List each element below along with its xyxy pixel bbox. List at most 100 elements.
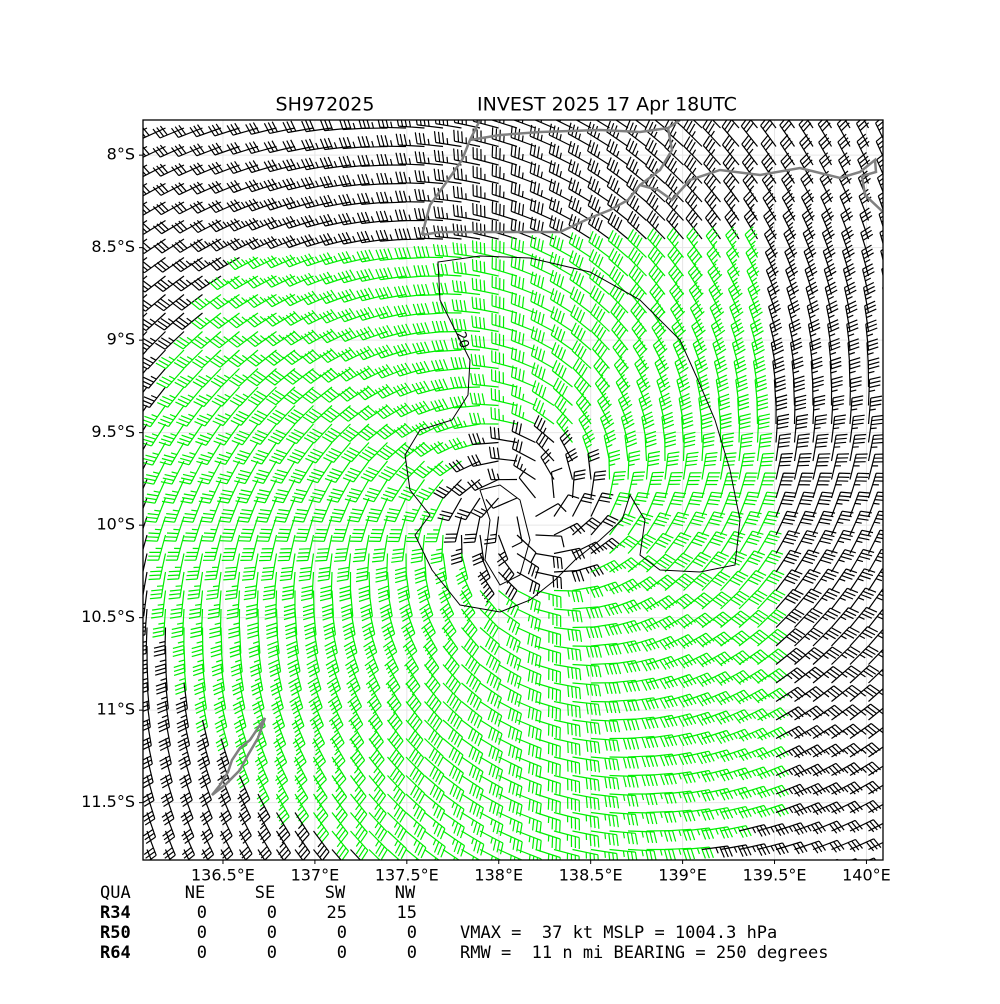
wind-barb bbox=[438, 571, 452, 604]
wind-barb bbox=[590, 756, 620, 771]
wind-barb bbox=[188, 590, 204, 619]
wind-barb bbox=[472, 120, 499, 129]
wind-barb bbox=[452, 185, 481, 203]
wind-barb bbox=[143, 701, 151, 732]
wind-barb bbox=[230, 405, 259, 426]
wind-barb bbox=[553, 663, 582, 681]
wind-barb bbox=[516, 682, 542, 705]
wind-barb bbox=[830, 491, 853, 517]
wind-barb bbox=[820, 189, 834, 221]
wind-barb bbox=[491, 164, 518, 185]
wind-barb bbox=[831, 626, 860, 647]
wind-barb bbox=[154, 645, 167, 676]
wind-barb bbox=[143, 164, 166, 178]
wind-barb bbox=[572, 811, 600, 829]
wind-barb bbox=[143, 349, 166, 370]
wind-barb bbox=[866, 338, 879, 369]
wind-barb bbox=[471, 534, 485, 566]
wind-barb bbox=[290, 479, 315, 504]
wind-barb bbox=[708, 281, 724, 314]
wind-barb bbox=[395, 133, 425, 148]
wind-barb bbox=[516, 811, 542, 834]
wind-barb bbox=[357, 173, 388, 186]
wind-barb bbox=[535, 756, 561, 777]
wind-barb bbox=[282, 273, 314, 287]
wind-barb bbox=[469, 412, 499, 425]
wind-barb bbox=[377, 571, 391, 603]
wind-barb bbox=[339, 120, 370, 131]
wind-barb bbox=[772, 356, 786, 388]
wind-barb bbox=[263, 255, 296, 269]
wind-barb bbox=[831, 607, 859, 628]
wind-barb bbox=[491, 219, 518, 240]
wind-barb bbox=[327, 682, 343, 715]
wind-barb bbox=[223, 553, 241, 581]
wind-barb bbox=[387, 812, 407, 841]
wind-barb bbox=[307, 664, 322, 696]
wind-barb bbox=[220, 516, 241, 542]
wind-barb bbox=[143, 405, 166, 428]
wind-barb bbox=[329, 719, 345, 752]
wind-barb bbox=[143, 719, 152, 751]
wind-barb bbox=[805, 281, 819, 314]
wind-barb bbox=[274, 738, 288, 770]
wind-barb bbox=[738, 649, 770, 665]
wind-barb bbox=[868, 822, 883, 832]
wind-barb bbox=[215, 719, 229, 752]
table-cell: 25 bbox=[327, 903, 347, 923]
wind-barb bbox=[608, 449, 621, 480]
wind-barb bbox=[775, 491, 797, 517]
wind-barb bbox=[471, 315, 499, 333]
x-tick-label: 138.5°E bbox=[559, 866, 623, 885]
wind-barb bbox=[292, 719, 306, 752]
wind-barb bbox=[831, 665, 861, 684]
wind-barb bbox=[368, 849, 381, 860]
wind-barb bbox=[324, 627, 338, 659]
wind-barb bbox=[712, 336, 727, 369]
wind-barb bbox=[491, 350, 518, 370]
wind-barb bbox=[786, 281, 800, 314]
wind-barb bbox=[572, 358, 592, 388]
wind-barb bbox=[516, 700, 542, 723]
wind-barb bbox=[430, 359, 462, 372]
wind-barb bbox=[154, 294, 185, 312]
wind-barb bbox=[868, 784, 883, 795]
table-cell: 0 bbox=[337, 943, 347, 963]
wind-barb bbox=[498, 737, 523, 762]
wind-barb bbox=[245, 141, 277, 154]
wind-barb bbox=[674, 355, 689, 388]
wind-barb bbox=[785, 263, 799, 295]
wind-barb bbox=[535, 737, 561, 758]
wind-barb bbox=[664, 573, 695, 591]
wind-barb bbox=[257, 812, 272, 844]
wind-barb bbox=[683, 808, 715, 821]
wind-barb bbox=[683, 136, 703, 166]
wind-barb bbox=[775, 394, 788, 425]
wind-barb bbox=[405, 719, 424, 750]
wind-barb bbox=[143, 294, 166, 312]
wind-barb bbox=[664, 809, 696, 822]
wind-barb bbox=[405, 664, 421, 696]
wind-barb bbox=[855, 120, 870, 147]
wind-barb bbox=[831, 781, 863, 795]
wind-barb bbox=[553, 830, 580, 850]
wind-barb bbox=[394, 209, 425, 222]
wind-barb bbox=[350, 775, 367, 806]
wind-barb bbox=[498, 590, 520, 618]
wind-barb bbox=[530, 253, 555, 277]
wind-barb bbox=[625, 120, 647, 147]
wind-barb bbox=[405, 738, 425, 768]
wind-barb bbox=[395, 190, 425, 203]
wind-barb bbox=[812, 472, 832, 499]
wind-barb bbox=[182, 516, 204, 542]
wind-barb bbox=[397, 571, 411, 603]
wind-barb bbox=[143, 627, 148, 655]
wind-barb bbox=[301, 120, 333, 133]
wind-barb bbox=[636, 374, 651, 406]
wind-barb bbox=[848, 357, 861, 388]
wind-barb bbox=[424, 701, 443, 731]
wind-barb bbox=[794, 627, 824, 647]
wind-barb bbox=[861, 244, 874, 277]
wind-barb bbox=[609, 718, 640, 731]
wind-barb bbox=[352, 534, 370, 563]
